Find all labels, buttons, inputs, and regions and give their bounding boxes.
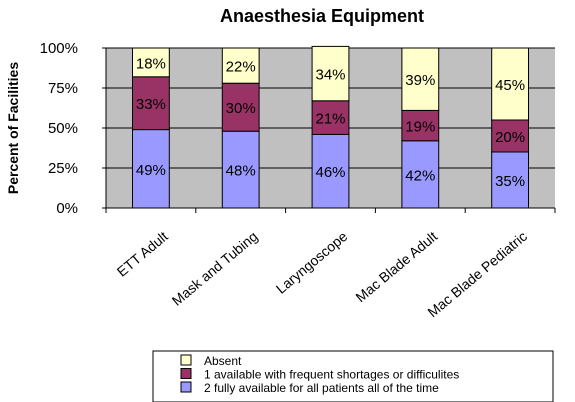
x-category-label: Mac Blade Adult bbox=[352, 228, 440, 305]
legend-entry: Absent bbox=[204, 354, 242, 368]
legend-box bbox=[152, 350, 554, 402]
plot-area: 0% 25% 50% 75% 100% 49% 33% 18% ETT Adult 48% 30% 2… bbox=[40, 40, 556, 320]
legend-swatch bbox=[180, 381, 192, 393]
x-category-label: Mask and Tubing bbox=[169, 228, 261, 309]
bar-segment bbox=[401, 140, 440, 209]
data-label: 19% bbox=[405, 119, 435, 136]
data-label: 35% bbox=[495, 173, 525, 190]
data-label: 48% bbox=[226, 163, 256, 180]
data-label: 42% bbox=[405, 167, 435, 184]
y-tick-label: 50% bbox=[48, 120, 78, 137]
data-label: 49% bbox=[136, 162, 166, 179]
data-label: 21% bbox=[315, 111, 345, 128]
bar-segment bbox=[401, 47, 440, 111]
data-label: 30% bbox=[226, 100, 256, 117]
bar-segment bbox=[221, 82, 260, 132]
y-tick-label: 0% bbox=[56, 200, 78, 217]
bar-segment bbox=[221, 47, 260, 84]
data-label: 18% bbox=[136, 55, 166, 72]
x-category-label: Mac Blade Pediatric bbox=[424, 228, 530, 320]
y-axis-label: Percent of Facilities bbox=[5, 62, 21, 194]
bar-segment bbox=[131, 76, 170, 131]
data-label: 46% bbox=[315, 164, 345, 181]
chart-title: Anaesthesia Equipment bbox=[220, 6, 424, 26]
data-label: 34% bbox=[315, 67, 345, 84]
bar-segment bbox=[491, 119, 530, 153]
y-tick-label: 75% bbox=[48, 80, 78, 97]
legend-swatch bbox=[180, 354, 192, 366]
bar-segment bbox=[131, 47, 170, 78]
bar-segment bbox=[311, 100, 350, 135]
data-label: 20% bbox=[495, 129, 525, 146]
legend-entry: 1 available with frequent shortages or d… bbox=[204, 368, 459, 382]
x-category-label: Laryngoscope bbox=[273, 228, 351, 297]
y-tick-label: 25% bbox=[48, 160, 78, 177]
data-label: 22% bbox=[226, 59, 256, 76]
bar-segment bbox=[491, 47, 530, 121]
bar-segment bbox=[311, 45, 350, 102]
x-category-label: ETT Adult bbox=[114, 228, 171, 280]
y-tick-label: 100% bbox=[40, 40, 78, 57]
data-label: 45% bbox=[495, 77, 525, 94]
data-label: 39% bbox=[405, 72, 435, 89]
data-label: 33% bbox=[136, 96, 166, 113]
legend-entry: 2 fully available for all patients all o… bbox=[204, 381, 439, 395]
bar-segment bbox=[311, 133, 350, 209]
legend-swatch bbox=[180, 368, 192, 379]
